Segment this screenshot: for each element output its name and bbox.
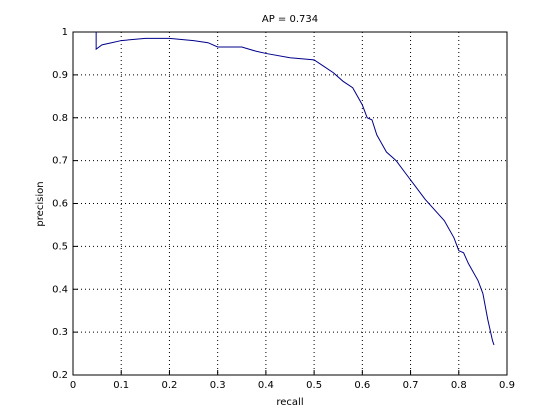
chart-title: AP = 0.734 [262, 14, 318, 25]
y-tick-label: 0.5 [52, 241, 68, 252]
y-tick-label: 0.6 [52, 199, 68, 210]
y-tick-label: 0.4 [52, 284, 68, 295]
x-tick-label: 0.6 [354, 380, 370, 391]
axes-box [72, 31, 508, 376]
y-tick-label: 0.2 [52, 370, 68, 381]
pr-curve [95, 32, 495, 346]
y-tick-label: 1 [62, 27, 68, 38]
x-axis-label: recall [276, 397, 303, 408]
x-tick-label: 0.4 [258, 380, 274, 391]
x-tick-label: 0.3 [210, 380, 226, 391]
x-tick-label: 0.5 [306, 380, 322, 391]
x-tick-label: 0.8 [451, 380, 467, 391]
x-tick-label: 0.1 [113, 380, 129, 391]
x-tick-label: 0.2 [161, 380, 177, 391]
y-axis-label: precision [35, 181, 46, 226]
x-tick-label: 0 [70, 380, 76, 391]
y-tick-label: 0.9 [52, 70, 68, 81]
y-tick-label: 0.3 [52, 327, 68, 338]
x-tick-label: 0.7 [403, 380, 419, 391]
x-tick-label: 0.9 [499, 380, 515, 391]
y-tick-label: 0.7 [52, 156, 68, 167]
y-tick-label: 0.8 [52, 113, 68, 124]
